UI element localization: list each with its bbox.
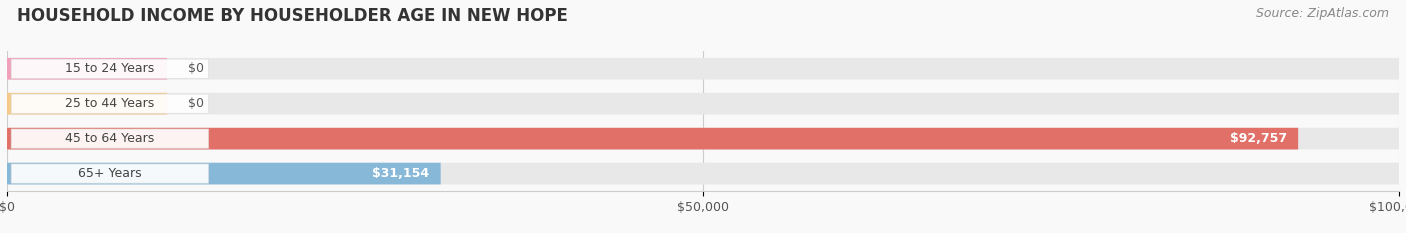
FancyBboxPatch shape [7,58,167,80]
FancyBboxPatch shape [7,93,167,115]
FancyBboxPatch shape [11,94,208,113]
Text: 25 to 44 Years: 25 to 44 Years [65,97,155,110]
FancyBboxPatch shape [7,128,1298,150]
FancyBboxPatch shape [7,58,1399,80]
FancyBboxPatch shape [7,128,1399,150]
FancyBboxPatch shape [7,163,440,185]
FancyBboxPatch shape [7,163,1399,185]
Text: $31,154: $31,154 [373,167,430,180]
Text: Source: ZipAtlas.com: Source: ZipAtlas.com [1256,7,1389,20]
FancyBboxPatch shape [11,59,208,78]
Text: $0: $0 [188,62,204,75]
FancyBboxPatch shape [11,164,208,183]
Text: 45 to 64 Years: 45 to 64 Years [65,132,155,145]
FancyBboxPatch shape [11,129,208,148]
Text: 65+ Years: 65+ Years [79,167,142,180]
Text: 15 to 24 Years: 15 to 24 Years [65,62,155,75]
Text: $0: $0 [188,97,204,110]
Text: $92,757: $92,757 [1230,132,1286,145]
FancyBboxPatch shape [7,93,1399,115]
Text: HOUSEHOLD INCOME BY HOUSEHOLDER AGE IN NEW HOPE: HOUSEHOLD INCOME BY HOUSEHOLDER AGE IN N… [17,7,568,25]
